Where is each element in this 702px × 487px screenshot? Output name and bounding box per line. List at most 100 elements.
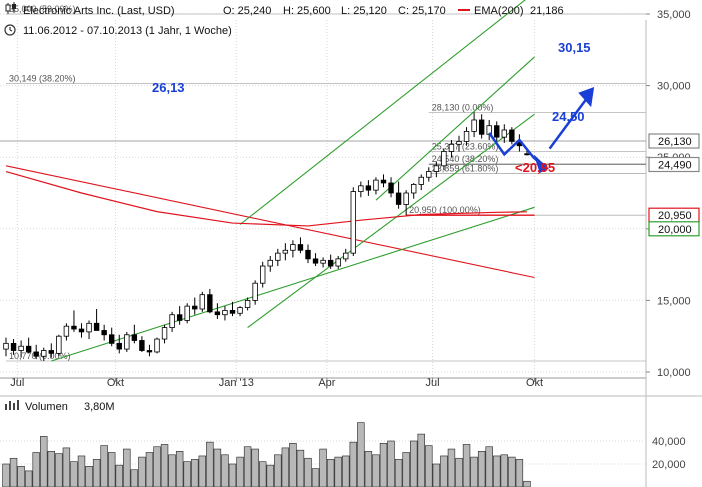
x-tick-label: Jul bbox=[426, 377, 440, 389]
price-box: 20,000 bbox=[648, 221, 700, 237]
y-axis: 35,00030,00025,00020,00015,00010,00040,0… bbox=[646, 9, 700, 471]
candle-body bbox=[501, 129, 507, 138]
volume-bar bbox=[440, 455, 448, 487]
volume-bar bbox=[198, 455, 206, 487]
price-box: 24,490 bbox=[648, 156, 700, 173]
price-box-label: 20,950 bbox=[658, 210, 692, 222]
volume-icon-bar bbox=[17, 400, 19, 410]
volume-bar bbox=[319, 448, 327, 487]
candle-body bbox=[426, 171, 432, 178]
volume-bar bbox=[206, 441, 214, 487]
volume-bar bbox=[455, 457, 463, 487]
candle-body bbox=[275, 252, 281, 261]
volume-bar bbox=[168, 454, 176, 487]
candle-body bbox=[252, 282, 258, 301]
volume-bar bbox=[523, 480, 531, 487]
candle-body bbox=[124, 334, 130, 350]
price-box-label: 24,490 bbox=[658, 160, 692, 172]
volume-bar bbox=[508, 456, 516, 487]
instrument-title: Electronic Arts Inc. (Last, USD) bbox=[23, 5, 175, 17]
volume-bars: Volumen 3,80M bbox=[2, 400, 531, 487]
clock-icon bbox=[4, 24, 16, 36]
volume-bar bbox=[213, 448, 222, 487]
volume-bar bbox=[364, 451, 373, 487]
volume-bar bbox=[40, 436, 48, 487]
annotations: 26,13 30,15 24,50 <20,95 bbox=[152, 40, 595, 175]
fibonacci-label: 35,000 (59.00%) bbox=[9, 4, 76, 14]
candle-body bbox=[494, 125, 500, 138]
ema-label: EMA(200) bbox=[474, 5, 524, 17]
open-value: O: 25,240 bbox=[223, 5, 271, 17]
price-box-label: 20,000 bbox=[658, 224, 692, 236]
volume-bar bbox=[477, 451, 486, 487]
candle-body bbox=[244, 299, 251, 308]
volume-bar bbox=[138, 456, 146, 487]
volume-bar bbox=[266, 464, 274, 487]
volume-bar bbox=[130, 469, 139, 487]
x-tick-label: Apr bbox=[318, 377, 335, 389]
candle-body bbox=[71, 325, 77, 330]
volume-bar bbox=[32, 452, 40, 487]
volume-bar bbox=[515, 459, 524, 487]
volume-bar bbox=[85, 465, 93, 487]
volume-value: 3,80M bbox=[84, 401, 115, 413]
volume-bar bbox=[425, 445, 433, 487]
volume-bar bbox=[274, 454, 282, 487]
annotation-20-95: <20,95 bbox=[515, 160, 555, 175]
volume-bar bbox=[153, 446, 161, 487]
volume-bar bbox=[62, 447, 71, 487]
candle-body bbox=[297, 244, 304, 251]
close-value: C: 25,170 bbox=[398, 5, 446, 17]
candle-body bbox=[365, 185, 372, 191]
channel-lower-line bbox=[247, 113, 535, 329]
fibonacci-label: 20,950 (100.00%) bbox=[409, 205, 481, 215]
annotation-30-15: 30,15 bbox=[558, 40, 591, 55]
candle-body bbox=[290, 244, 296, 251]
volume-bar bbox=[281, 447, 290, 487]
candle-body bbox=[418, 176, 424, 185]
x-tick-label: Okt bbox=[107, 377, 124, 389]
volume-bar bbox=[357, 422, 365, 487]
candle-body bbox=[184, 305, 190, 321]
volume-bar bbox=[394, 459, 403, 487]
volume-icon-bar bbox=[13, 403, 15, 410]
candle-body bbox=[169, 314, 175, 329]
candle-body bbox=[93, 322, 100, 331]
price-box-frame bbox=[648, 156, 700, 173]
candle-body bbox=[199, 294, 205, 310]
annotation-26-13: 26,13 bbox=[152, 80, 185, 95]
volume-bar bbox=[289, 442, 297, 487]
volume-bar bbox=[183, 461, 191, 487]
x-tick-label: Okt bbox=[526, 377, 543, 389]
x-axis: Jul Okt Jan '13 Apr Jul Okt bbox=[10, 377, 543, 389]
candle-body bbox=[259, 265, 266, 284]
annotation-24-50: 24,50 bbox=[552, 109, 585, 124]
candle-body bbox=[433, 165, 440, 172]
ema200-line bbox=[5, 170, 527, 227]
candle-body bbox=[312, 258, 319, 264]
volume-bar bbox=[77, 455, 86, 487]
candle-body bbox=[456, 141, 462, 145]
volume-label: Volumen bbox=[25, 401, 68, 413]
candle-body bbox=[335, 258, 341, 267]
volume-bar bbox=[100, 445, 108, 487]
candle-body bbox=[207, 294, 213, 313]
volume-bar bbox=[387, 440, 395, 487]
volume-bar bbox=[493, 455, 501, 487]
volume-bar bbox=[485, 446, 493, 487]
candle-body bbox=[214, 311, 221, 316]
candle-body bbox=[222, 310, 228, 316]
fibonacci-label: 30,149 (38.20%) bbox=[9, 73, 76, 83]
grid bbox=[0, 13, 702, 487]
volume-bar bbox=[115, 464, 123, 487]
y-tick-label: 35,000 bbox=[657, 9, 691, 21]
volume-bar bbox=[379, 442, 388, 487]
volume-bar bbox=[500, 454, 508, 487]
candle-body bbox=[146, 350, 153, 353]
trendlines bbox=[5, 0, 535, 362]
volume-bar bbox=[17, 465, 25, 487]
volume-bar bbox=[447, 448, 456, 487]
arrowhead-up bbox=[578, 87, 595, 108]
volume-bar bbox=[9, 457, 18, 487]
volume-bar bbox=[334, 456, 342, 487]
